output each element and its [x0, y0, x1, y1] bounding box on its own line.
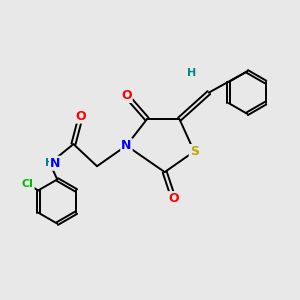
Text: Cl: Cl: [22, 179, 34, 189]
Text: H: H: [187, 68, 196, 78]
Text: O: O: [76, 110, 86, 123]
Text: N: N: [50, 157, 60, 170]
Text: N: N: [121, 139, 132, 152]
Text: S: S: [190, 145, 199, 158]
Text: O: O: [121, 89, 132, 102]
Text: H: H: [45, 158, 55, 168]
Text: O: O: [168, 192, 179, 205]
